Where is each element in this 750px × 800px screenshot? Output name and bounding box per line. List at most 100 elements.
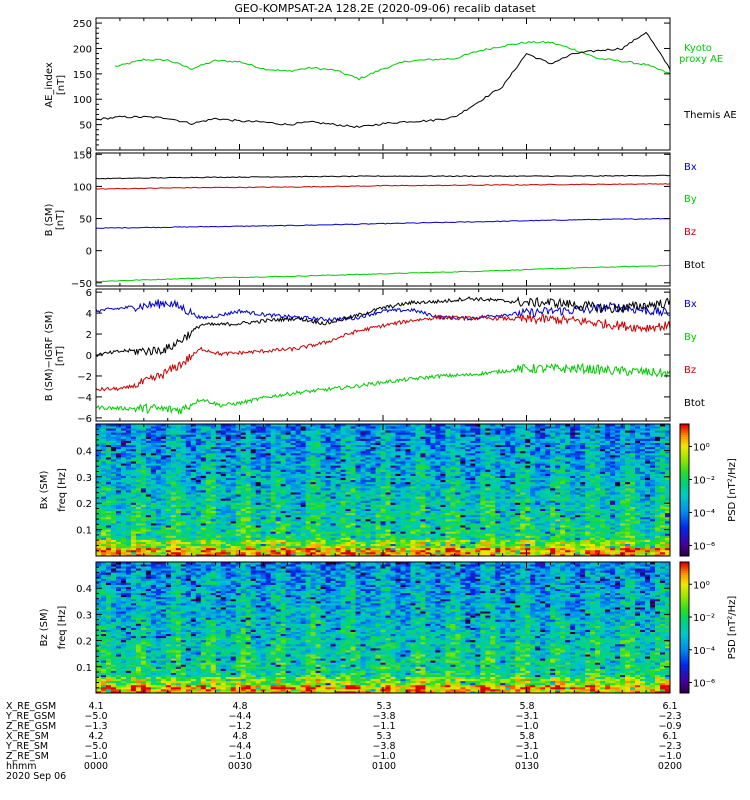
bx-spec-cell — [335, 446, 341, 450]
bx-spec-cell — [170, 551, 177, 555]
bx-spec-cell — [185, 529, 192, 532]
bx-spec-cell — [100, 510, 107, 514]
bx-spec-cell — [255, 457, 262, 460]
bx-spec-cell — [185, 446, 192, 450]
bx-spec-cell — [220, 498, 227, 501]
bx-spec-cell — [280, 452, 287, 456]
bx-spec-cell — [245, 514, 252, 518]
bx-spec-cell — [180, 535, 187, 538]
bx-spec-cell — [120, 525, 127, 528]
bx-spec-cell — [200, 508, 207, 512]
bx-spec-cell — [230, 541, 237, 545]
bx-spec-cell — [340, 471, 346, 474]
bx-spec-cell — [150, 525, 157, 528]
bx-spec-cell — [145, 525, 152, 528]
bx-spec-cell — [135, 543, 142, 547]
bx-spec-cell — [335, 438, 341, 441]
bx-spec-cell — [115, 549, 122, 553]
bx-spec-cell — [270, 502, 277, 505]
bx-spec-cell — [105, 539, 112, 542]
bx-spec-cell — [345, 504, 351, 507]
bx-spec-cell — [305, 490, 312, 493]
bx-spec-cell — [265, 428, 272, 431]
bx-spec-cell — [255, 500, 262, 503]
bx-spec-cell — [285, 514, 292, 518]
bx-spec-cell — [285, 523, 292, 526]
bx-spec-cell — [260, 438, 267, 441]
bx-spec-cell — [175, 547, 182, 551]
bx-spec-cell — [110, 436, 117, 439]
bx-spec-cell — [280, 520, 287, 524]
bx-spec-cell — [340, 463, 346, 466]
bx-spec-cell — [145, 516, 152, 520]
bx-spec-cell — [110, 442, 117, 446]
bx-spec-cell — [155, 473, 162, 476]
bx-spec-cell — [115, 438, 122, 441]
bx-spec-cell — [320, 426, 326, 429]
bx-spec-cell — [220, 525, 227, 528]
bx-spec-cell — [245, 553, 252, 557]
bx-spec-cell — [96, 440, 102, 443]
bx-spec-cell — [255, 498, 262, 501]
bx-spec-cell — [310, 469, 317, 472]
bx-spec-cell — [115, 446, 122, 450]
bx-spec-cell — [100, 537, 107, 540]
bx-spec-cell — [175, 475, 182, 479]
bx-spec-cell — [165, 444, 172, 448]
bx-spec-cell — [140, 440, 147, 443]
bx-spec-cell — [110, 492, 117, 495]
bx-spec-cell — [96, 537, 102, 540]
bx-spec-cell — [225, 506, 232, 509]
bx-spec-cell — [345, 553, 351, 557]
bx-spec-cell — [96, 527, 102, 530]
bx-spec-cell — [295, 492, 302, 495]
bx-spec-cell — [300, 434, 307, 437]
bx-spec-cell — [175, 454, 182, 458]
bx-spec-cell — [125, 457, 132, 460]
bx-spec-cell — [110, 459, 117, 462]
bx-spec-cell — [135, 471, 142, 474]
bx-spec-cell — [115, 450, 122, 454]
bx-spec-cell — [270, 518, 277, 522]
bx-spec-cell — [235, 477, 242, 481]
bx-spec-cell — [110, 424, 117, 427]
bx-spec-cell — [135, 446, 142, 450]
bx-spec-cell — [105, 525, 112, 528]
bx-spec-cell — [265, 512, 272, 516]
bx-spec-cell — [110, 452, 117, 456]
bx-spec-cell — [120, 520, 127, 524]
bx-spec-cell — [165, 531, 172, 534]
bx-spec-cell — [100, 477, 107, 481]
bx-spec-cell — [250, 523, 257, 526]
bx-spec-cell — [260, 523, 267, 526]
bx-spec-cell — [250, 454, 257, 458]
bx-spec-cell — [155, 471, 162, 474]
bx-spec-cell — [285, 539, 292, 542]
bx-spec-cell — [330, 523, 336, 526]
bx-spec-cell — [225, 479, 232, 483]
bx-spec-cell — [180, 450, 187, 454]
bx-spec-cell — [220, 496, 227, 499]
bx-spec-cell — [155, 461, 162, 464]
bx-spec-cell — [280, 432, 287, 435]
bx-spec-cell — [205, 471, 212, 474]
bx-spec-cell — [320, 440, 326, 443]
bx-spec-cell — [250, 465, 257, 468]
bx-spec-cell — [280, 496, 287, 499]
bx-spec-cell — [190, 448, 197, 452]
bx-spec-cell — [295, 475, 302, 479]
bx-spec-cell — [105, 485, 112, 489]
bx-spec-cell — [270, 477, 277, 481]
bx-spec-cell — [190, 494, 197, 497]
bx-spec-cell — [315, 551, 322, 555]
bx-spec-cell — [96, 514, 102, 518]
bx-spec-cell — [290, 504, 297, 507]
bx-spec-cell — [335, 514, 341, 518]
bx-spec-cell — [225, 432, 232, 435]
bx-spec-cell — [290, 442, 297, 446]
bx-spec-cell — [205, 551, 212, 555]
bx-spec-cell — [235, 432, 242, 435]
bx-spec-cell — [320, 434, 326, 437]
bx-spec-cell — [265, 477, 272, 481]
bx-spec-cell — [110, 494, 117, 497]
